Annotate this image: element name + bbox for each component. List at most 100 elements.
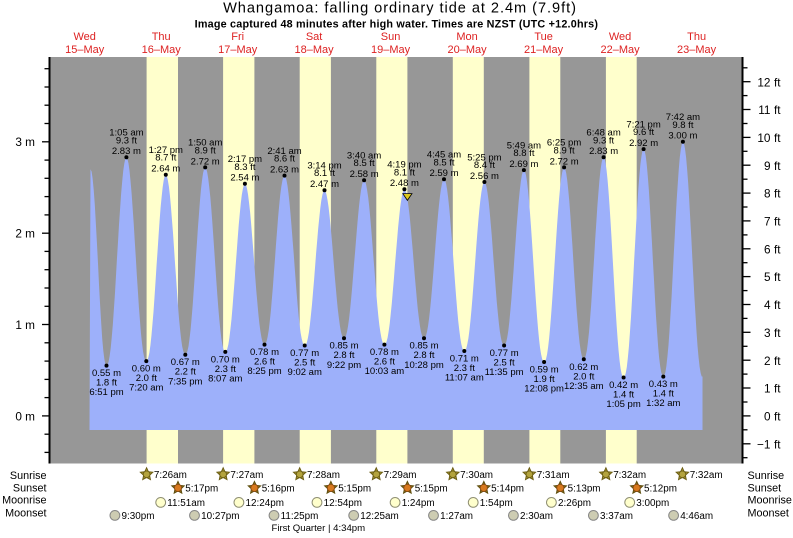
svg-text:ft: ft bbox=[774, 131, 781, 145]
svg-text:ft: ft bbox=[774, 75, 781, 89]
svg-text:17–May: 17–May bbox=[218, 44, 258, 56]
svg-text:2.5 ft: 2.5 ft bbox=[494, 358, 515, 369]
svg-text:0.78 m: 0.78 m bbox=[250, 347, 279, 358]
svg-text:8.5 ft: 8.5 ft bbox=[433, 157, 454, 168]
svg-text:1:32 am: 1:32 am bbox=[646, 398, 680, 409]
svg-text:5:17pm: 5:17pm bbox=[185, 484, 218, 495]
svg-text:Tue: Tue bbox=[534, 31, 553, 43]
svg-text:1.9 ft: 1.9 ft bbox=[534, 374, 555, 385]
svg-text:8.4 ft: 8.4 ft bbox=[474, 160, 495, 171]
svg-text:2.69 m: 2.69 m bbox=[509, 159, 538, 170]
svg-text:0.43 m: 0.43 m bbox=[649, 379, 678, 390]
svg-text:Moonrise: Moonrise bbox=[748, 495, 792, 507]
svg-text:3: 3 bbox=[764, 326, 771, 340]
svg-text:0.60 m: 0.60 m bbox=[132, 364, 161, 375]
svg-text:3:37am: 3:37am bbox=[600, 511, 633, 522]
svg-text:0.71 m: 0.71 m bbox=[450, 354, 479, 365]
svg-text:9:22 pm: 9:22 pm bbox=[327, 360, 361, 371]
svg-text:15–May: 15–May bbox=[65, 44, 105, 56]
svg-text:2.6 ft: 2.6 ft bbox=[374, 357, 395, 368]
svg-text:6: 6 bbox=[764, 242, 771, 256]
svg-text:7:32am: 7:32am bbox=[690, 470, 723, 481]
svg-text:7:31am: 7:31am bbox=[537, 470, 570, 481]
svg-text:5:25 pm: 5:25 pm bbox=[467, 152, 501, 163]
svg-text:0.55 m: 0.55 m bbox=[92, 368, 121, 379]
svg-text:0.85 m: 0.85 m bbox=[329, 341, 358, 352]
svg-text:2.6 ft: 2.6 ft bbox=[254, 357, 275, 368]
svg-text:23–May: 23–May bbox=[677, 44, 717, 56]
svg-text:Moonrise: Moonrise bbox=[2, 495, 46, 507]
svg-text:4:45 am: 4:45 am bbox=[427, 150, 461, 161]
svg-text:2.8 ft: 2.8 ft bbox=[413, 350, 434, 361]
svg-text:1 m: 1 m bbox=[15, 318, 35, 332]
svg-text:10:27pm: 10:27pm bbox=[201, 511, 239, 522]
svg-text:Moonset: Moonset bbox=[748, 507, 789, 519]
svg-text:2.54 m: 2.54 m bbox=[230, 173, 259, 184]
svg-text:5:12pm: 5:12pm bbox=[644, 484, 677, 495]
svg-text:12:25am: 12:25am bbox=[360, 511, 398, 522]
svg-text:8.3 ft: 8.3 ft bbox=[234, 162, 255, 173]
svg-text:0.77 m: 0.77 m bbox=[490, 348, 519, 359]
svg-text:4:19 pm: 4:19 pm bbox=[387, 160, 421, 171]
svg-text:1:50 am: 1:50 am bbox=[188, 138, 222, 149]
svg-text:8: 8 bbox=[764, 187, 771, 201]
svg-text:16–May: 16–May bbox=[142, 44, 182, 56]
svg-text:2.83 m: 2.83 m bbox=[589, 146, 618, 157]
svg-text:5:14pm: 5:14pm bbox=[491, 484, 524, 495]
svg-text:3:40 am: 3:40 am bbox=[347, 151, 381, 162]
svg-text:ft: ft bbox=[774, 187, 781, 201]
svg-text:7:30am: 7:30am bbox=[460, 470, 493, 481]
svg-text:Thu: Thu bbox=[687, 31, 706, 43]
svg-text:2.83 m: 2.83 m bbox=[112, 146, 141, 157]
svg-text:0 m: 0 m bbox=[15, 409, 35, 423]
svg-text:3:00pm: 3:00pm bbox=[636, 498, 669, 509]
svg-text:8:07 am: 8:07 am bbox=[208, 374, 242, 385]
svg-text:9.6 ft: 9.6 ft bbox=[633, 127, 654, 138]
svg-text:ft: ft bbox=[774, 354, 781, 368]
svg-text:7:42 am: 7:42 am bbox=[666, 112, 700, 123]
svg-text:Sunrise: Sunrise bbox=[748, 470, 785, 482]
svg-text:4:46am: 4:46am bbox=[680, 511, 713, 522]
svg-text:5:15pm: 5:15pm bbox=[415, 484, 448, 495]
svg-text:2.56 m: 2.56 m bbox=[470, 171, 499, 182]
svg-text:3 m: 3 m bbox=[15, 135, 35, 149]
svg-text:11:35 pm: 11:35 pm bbox=[485, 367, 524, 378]
svg-text:0.42 m: 0.42 m bbox=[609, 380, 638, 391]
svg-text:2: 2 bbox=[764, 354, 771, 368]
svg-text:8.6 ft: 8.6 ft bbox=[274, 154, 295, 165]
svg-text:0: 0 bbox=[764, 410, 771, 424]
svg-text:2.8 ft: 2.8 ft bbox=[333, 350, 354, 361]
svg-text:1:27 pm: 1:27 pm bbox=[149, 145, 183, 156]
svg-text:11:51am: 11:51am bbox=[167, 498, 205, 509]
svg-text:6:25 pm: 6:25 pm bbox=[547, 138, 581, 149]
svg-text:2.64 m: 2.64 m bbox=[151, 164, 180, 175]
svg-text:3:14 pm: 3:14 pm bbox=[307, 161, 341, 172]
svg-text:5:15pm: 5:15pm bbox=[338, 484, 371, 495]
svg-text:First Quarter | 4:34pm: First Quarter | 4:34pm bbox=[271, 523, 365, 534]
svg-text:9:02 am: 9:02 am bbox=[288, 367, 322, 378]
svg-text:1.4 ft: 1.4 ft bbox=[613, 390, 634, 401]
svg-text:Image captured 48 minutes afte: Image captured 48 minutes after high wat… bbox=[195, 18, 599, 30]
svg-text:ft: ft bbox=[774, 437, 781, 451]
svg-text:Sunset: Sunset bbox=[748, 482, 782, 494]
svg-text:6:48 am: 6:48 am bbox=[586, 128, 620, 139]
svg-text:8.8 ft: 8.8 ft bbox=[513, 148, 534, 159]
svg-text:7:26am: 7:26am bbox=[154, 470, 187, 481]
svg-text:2.72 m: 2.72 m bbox=[550, 156, 579, 167]
svg-text:ft: ft bbox=[774, 326, 781, 340]
svg-text:1: 1 bbox=[764, 382, 771, 396]
svg-text:2.0 ft: 2.0 ft bbox=[573, 371, 594, 382]
svg-text:8.1 ft: 8.1 ft bbox=[394, 167, 415, 178]
svg-text:9:30pm: 9:30pm bbox=[122, 511, 155, 522]
svg-text:11:25pm: 11:25pm bbox=[281, 511, 319, 522]
svg-text:Fri: Fri bbox=[231, 31, 244, 43]
svg-text:12: 12 bbox=[757, 75, 770, 89]
svg-text:9: 9 bbox=[764, 159, 771, 173]
svg-text:1:05 am: 1:05 am bbox=[109, 128, 143, 139]
svg-text:10: 10 bbox=[757, 131, 771, 145]
svg-text:5: 5 bbox=[764, 270, 771, 284]
svg-text:ft: ft bbox=[774, 270, 781, 284]
svg-text:11:07 am: 11:07 am bbox=[445, 373, 484, 384]
svg-text:ft: ft bbox=[774, 215, 781, 229]
svg-text:9.3 ft: 9.3 ft bbox=[593, 135, 614, 146]
